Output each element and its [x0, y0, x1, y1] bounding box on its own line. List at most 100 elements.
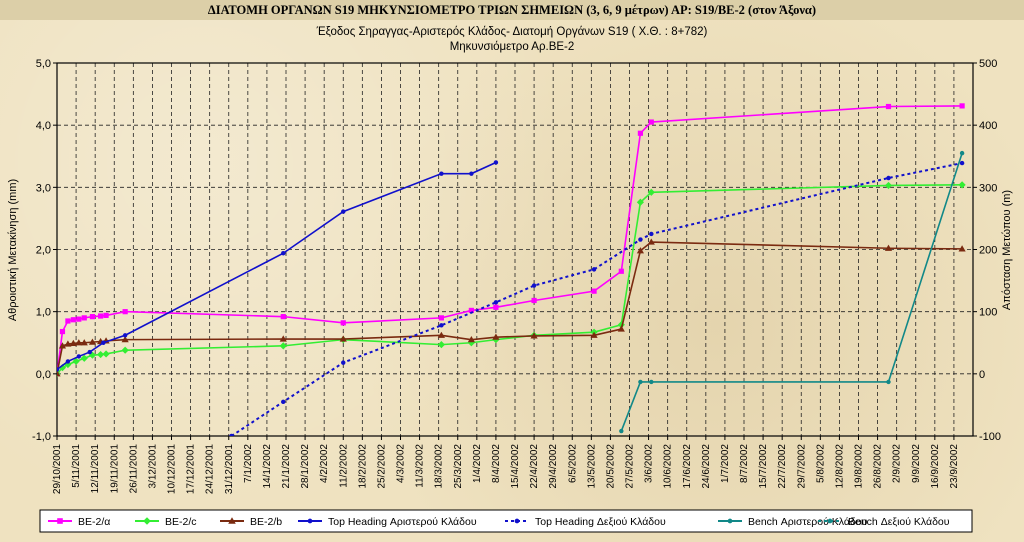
data-point: [886, 379, 891, 385]
data-point: [81, 315, 87, 321]
y-tick-label: 1,0: [36, 307, 51, 319]
data-point: [57, 367, 60, 372]
y2-tick-label: 500: [979, 58, 997, 70]
x-tick-label: 2/9/2002: [892, 444, 903, 483]
x-tick-label: 5/8/2002: [815, 444, 826, 483]
x-tick-label: 19/8/2002: [854, 444, 865, 489]
data-point: [88, 338, 97, 345]
x-tick-label: 29/4/2002: [548, 444, 559, 489]
data-point: [121, 336, 129, 343]
title-bar: [0, 0, 1024, 20]
data-point: [122, 333, 128, 338]
data-point: [649, 379, 654, 385]
data-point: [727, 518, 733, 524]
data-point: [637, 130, 644, 136]
data-point: [530, 332, 538, 339]
legend-item: Top Heading Δεξιού Κλάδου: [505, 516, 666, 528]
x-tick-label: 18/3/2002: [434, 444, 445, 489]
data-point: [959, 160, 965, 166]
x-tick-label: 24/6/2002: [701, 444, 712, 489]
y2-tick-label: 100: [979, 307, 997, 319]
data-point: [438, 315, 444, 321]
chart-subtitle: Μηκυνσιόμετρο Αρ.ΒΕ-2: [450, 41, 575, 53]
x-tick-label: 31/12/2001: [224, 444, 235, 494]
data-point: [281, 399, 286, 405]
data-point: [281, 251, 286, 256]
x-tick-label: 7/1/2002: [243, 444, 254, 483]
data-point: [827, 518, 833, 524]
legend-label: BE-2/b: [250, 516, 282, 528]
data-point: [437, 341, 445, 349]
x-tick-label: 24/12/2001: [205, 444, 216, 494]
data-point: [87, 349, 92, 355]
data-point: [64, 360, 72, 369]
legend-label: BE-2/α: [78, 516, 110, 528]
x-tick-label: 11/2/2002: [338, 444, 349, 488]
x-tick-label: 16/9/2002: [930, 444, 941, 489]
y2-tick-label: 200: [979, 245, 997, 257]
x-tick-label: 26/11/2001: [128, 444, 139, 494]
data-point: [89, 314, 96, 320]
x-tick-label: 17/12/2001: [186, 444, 197, 494]
plot-frame: [56, 62, 974, 437]
x-tick-label: 9/9/2002: [911, 444, 922, 483]
data-point: [647, 238, 655, 245]
data-point: [70, 317, 76, 323]
data-point: [279, 342, 287, 350]
data-point: [98, 313, 104, 319]
x-tick-label: 8/7/2002: [739, 444, 750, 483]
y2-axis-label: Απόσταση Μετώπου (m): [1001, 190, 1013, 310]
x-tick-label: 10/6/2002: [663, 444, 674, 489]
data-point: [467, 336, 475, 343]
x-tick-label: 26/8/2002: [873, 444, 884, 489]
data-point: [229, 433, 234, 436]
data-point: [102, 350, 110, 358]
data-point: [437, 331, 445, 338]
y-tick-label: 2,0: [36, 245, 51, 257]
data-point: [439, 171, 444, 176]
data-point: [228, 517, 236, 524]
x-tick-label: 1/7/2002: [720, 444, 731, 483]
data-point: [590, 331, 598, 338]
chart-title: Έξοδος Σηραγγας-Αριστερός Κλάδος- Διατομ…: [316, 26, 708, 38]
data-point: [493, 160, 499, 165]
series-line: [57, 184, 963, 375]
y-tick-label: 5,0: [36, 58, 51, 70]
legend-item: Top Heading Αριστερού Κλάδου: [298, 516, 477, 528]
y2-tick-label: -100: [979, 431, 1001, 443]
data-point: [618, 268, 624, 274]
data-point: [886, 175, 891, 181]
data-point: [279, 335, 287, 342]
series-line: [57, 241, 963, 374]
series-line: [57, 105, 963, 374]
series-Top Heading Αριστερού Κλάδου: [57, 160, 499, 372]
legend-label: Bench Δεξιού Κλάδου: [848, 516, 950, 528]
legend-item: BE-2/b: [220, 516, 282, 528]
data-point: [88, 351, 97, 359]
data-point: [122, 309, 128, 315]
y2-tick-label: 300: [979, 182, 997, 194]
report-title: ΔΙΑΤΟΜΗ ΟΡΓΑΝΩΝ S19 ΜΗΚΥΝΣΙΟΜΕΤΡΟ ΤΡΙΩΝ …: [208, 3, 816, 17]
data-point: [121, 346, 129, 354]
data-point: [638, 237, 643, 242]
x-tick-label: 28/1/2002: [300, 444, 311, 489]
data-point: [531, 283, 537, 288]
legend-label: Bench Αριστερού Κλάδου: [748, 516, 868, 528]
x-tick-label: 23/9/2002: [949, 444, 960, 489]
data-point: [103, 312, 109, 318]
data-point: [59, 328, 66, 335]
data-point: [647, 188, 655, 196]
data-point: [885, 103, 892, 110]
data-point: [65, 359, 71, 364]
x-tick-label: 29/10/2001: [52, 444, 63, 494]
series-BE-2/b: [57, 238, 966, 377]
data-point: [493, 304, 499, 310]
legend-label: Top Heading Δεξιού Κλάδου: [535, 516, 666, 528]
data-point: [57, 518, 63, 524]
x-tick-label: 12/11/2001: [90, 444, 101, 494]
x-tick-label: 25/3/2002: [453, 444, 464, 489]
legend-label: BE-2/c: [165, 516, 197, 528]
data-point: [340, 320, 346, 326]
data-point: [97, 350, 105, 359]
